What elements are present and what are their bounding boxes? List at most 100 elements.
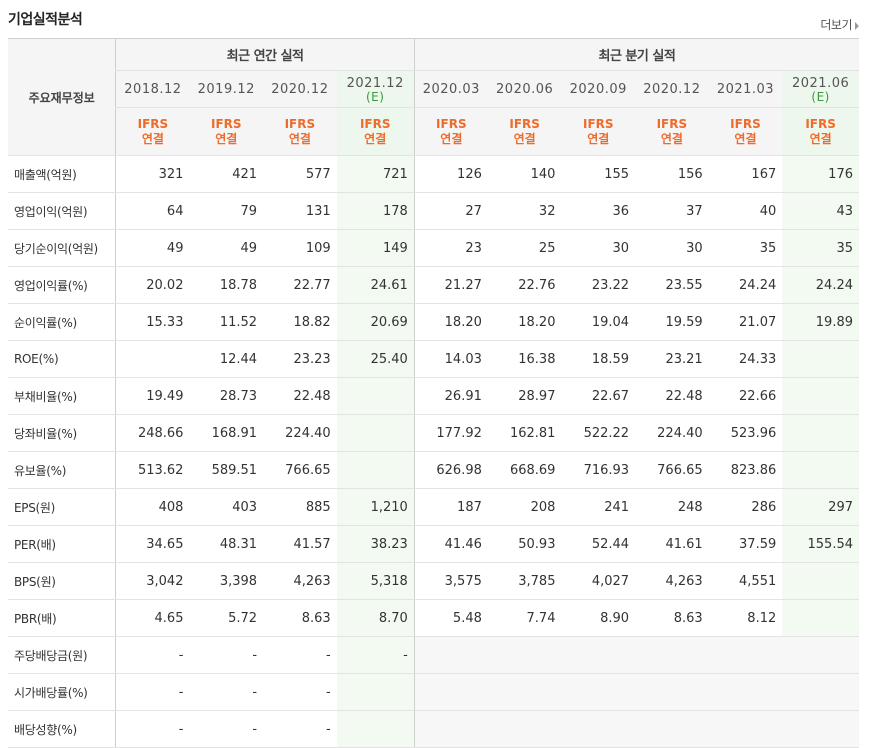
table-cell: 8.63 [263,599,337,637]
table-cell: - [189,710,264,748]
period-header: 2020.06 [487,70,562,108]
table-cell [413,673,488,711]
table-cell: 3,575 [413,562,488,600]
table-cell [782,414,859,452]
basis-standard: IFRS [805,116,836,131]
table-cell: 7.74 [487,599,562,637]
row-label: PER(배) [8,525,116,563]
table-cell: 523.96 [708,414,783,452]
table-cell: 4.65 [115,599,190,637]
table-cell [708,710,783,748]
table-cell [635,673,709,711]
table-cell: 18.20 [487,303,562,341]
table-row: 영업이익(억원) 64 79 131 178 27 32 36 37 40 43 [8,192,859,230]
table-cell [561,673,636,711]
period-label: 2018.12 [124,81,182,97]
table-cell: 24.33 [708,340,783,378]
table-cell: 5.72 [189,599,264,637]
table-cell: 721 [336,155,415,193]
table-cell [413,710,488,748]
table-cell [487,636,562,674]
basis-standard: IFRS [582,116,614,131]
period-header: 2020.12 [263,70,337,108]
period-header: 2020.09 [561,70,636,108]
basis-standard: IFRS [210,116,242,131]
table-cell: 38.23 [336,525,415,563]
table-cell: 27 [413,192,488,230]
table-cell: 25.40 [336,340,415,378]
basis-standard: IFRS [436,116,467,131]
table-cell: 22.66 [708,377,783,415]
table-cell: 178 [336,192,415,230]
table-cell: 28.73 [189,377,264,415]
basis-scope: 연결 [809,131,832,146]
row-label: EPS(원) [8,488,116,526]
table-cell: 408 [115,488,190,526]
period-header: 2018.12 [115,70,190,108]
row-label: 영업이익(억원) [8,192,116,230]
table-cell: 131 [263,192,337,230]
period-label: 2020.09 [569,81,627,97]
table-cell: 36 [561,192,636,230]
basis-label: IFRS 연결 [336,107,415,156]
table-cell: 19.04 [561,303,636,341]
basis-scope: 연결 [660,131,683,146]
table-cell [336,673,415,711]
table-cell: 34.65 [115,525,190,563]
table-cell: 64 [115,192,190,230]
table-cell: 5.48 [413,599,488,637]
basis-scope: 연결 [364,131,387,146]
period-label: 2020.12 [271,81,329,97]
table-cell: 49 [115,229,190,267]
estimate-marker: (E) [365,89,385,104]
section-title: 기업실적분석 [8,12,83,28]
more-link-label: 더보기 [820,18,852,32]
table-cell: 37 [635,192,709,230]
table-cell: 126 [413,155,488,193]
table-cell: 35 [782,229,859,267]
table-row: 순이익률(%) 15.33 11.52 18.82 20.69 18.20 18.20 19.… [8,303,859,341]
table-cell: 8.70 [336,599,415,637]
table-cell: 626.98 [413,451,488,489]
period-label: 2020.12 [643,81,701,97]
table-cell [708,636,783,674]
table-cell: 23.23 [263,340,337,378]
basis-scope: 연결 [440,131,463,146]
row-label: ROE(%) [8,340,116,378]
row-label: 당좌비율(%) [8,414,116,452]
financial-summary-table: 주요재무정보 최근 연간 실적 최근 분기 실적 2018.12 2019.12 2… [8,38,859,748]
table-cell: 37.59 [708,525,783,563]
table-cell: 18.82 [263,303,337,341]
basis-standard: IFRS [509,116,540,131]
table-cell [708,673,783,711]
table-cell: 162.81 [487,414,562,452]
row-label: 영업이익률(%) [8,266,116,304]
table-cell: 22.48 [263,377,337,415]
table-cell: 49 [189,229,264,267]
more-link[interactable]: 더보기 [820,16,859,33]
table-row: 배당성향(%) - - - [8,710,859,748]
table-cell [782,451,859,489]
basis-standard: IFRS [137,116,169,131]
table-cell [487,710,562,748]
table-cell: 885 [263,488,337,526]
table-cell: - [115,673,190,711]
basis-label: IFRS 연결 [413,107,488,156]
table-cell: 22.77 [263,266,337,304]
table-cell [782,673,859,711]
row-label: 당기순이익(억원) [8,229,116,267]
period-label: 2021.03 [716,81,775,97]
table-cell: 28.97 [487,377,562,415]
period-label: 2021.06 [791,75,850,91]
basis-scope: 연결 [513,131,536,146]
table-cell [413,636,488,674]
table-cell: 286 [708,488,783,526]
table-cell: 4,263 [263,562,337,600]
table-cell: 43 [782,192,859,230]
basis-label: IFRS 연결 [263,107,337,156]
table-cell [782,636,859,674]
table-cell: 8.63 [635,599,709,637]
table-cell: 208 [487,488,562,526]
table-cell: 3,785 [487,562,562,600]
table-cell: 5,318 [336,562,415,600]
